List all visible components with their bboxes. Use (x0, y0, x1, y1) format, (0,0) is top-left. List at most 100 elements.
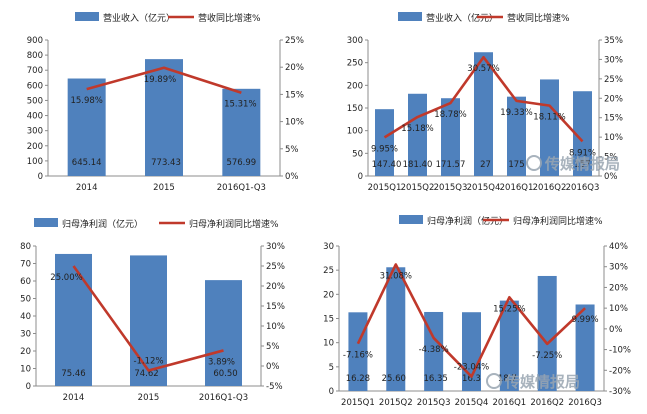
x-tick-label: 2014 (63, 393, 85, 403)
growth-line (72, 265, 224, 372)
bar-value-label: 576.99 (226, 158, 256, 168)
growth-line (86, 66, 242, 94)
y-left-tick-label: 5 (329, 363, 334, 373)
bar-value-label: 74.62 (134, 369, 158, 379)
x-tick-label: 2015 (153, 183, 175, 193)
y-right-tick-label: 25% (604, 75, 623, 85)
y-left-tick-label: 20 (20, 347, 31, 357)
legend-swatch-bar (398, 12, 422, 21)
y-right-tick-label: 5% (604, 153, 618, 163)
y-right-tick-label: 10% (604, 133, 623, 143)
y-left-tick-label: 80 (20, 242, 31, 252)
chart-panel-3: 归母净利润（亿元） 归母净利润同比增速% 0 10 20 30 40 50 60 70 80 -5% 0… (20, 218, 285, 403)
x-tick-label: 2015Q3 (434, 183, 468, 193)
growth-data-label: -4.38% (419, 345, 449, 355)
growth-data-label: 8.91% (569, 148, 596, 158)
y-left-tick-label: 0 (358, 172, 363, 182)
legend-label-line: 营收同比增速% (507, 12, 570, 24)
x-tick-label: 2015Q2 (401, 183, 435, 193)
bar (375, 109, 394, 176)
bar-value-label: 157 (574, 160, 590, 170)
growth-data-label: 9.99% (572, 315, 599, 325)
bar (575, 304, 595, 391)
y-right-tick-label: 30% (266, 242, 285, 252)
y-right-tick-label: 5% (285, 145, 299, 155)
bar (55, 253, 92, 386)
y-right-tick-label: 35% (604, 36, 623, 46)
y-right-tick-label: 10% (609, 304, 628, 314)
bar-value-label: 16.3 (462, 374, 481, 384)
x-tick-label: 2015Q1 (341, 398, 375, 408)
bar (499, 300, 519, 391)
bar (441, 98, 460, 176)
growth-data-label: 19.33% (500, 108, 532, 118)
y-right-tick-label: 20% (285, 63, 304, 73)
y-right-tick-label: 15% (266, 302, 285, 312)
y-left-tick-label: 250 (347, 59, 363, 69)
growth-data-label: 31.08% (380, 271, 412, 281)
bar-value-label: 16.35 (423, 374, 447, 384)
y-left-tick-label: 10 (20, 365, 31, 375)
x-tick-label: 2016Q2 (533, 183, 567, 193)
bar (130, 255, 167, 386)
growth-data-label: 18.11% (533, 113, 565, 123)
growth-data-label: -7.25% (532, 351, 562, 361)
bar (507, 96, 526, 176)
x-tick-label: 2016Q3 (566, 183, 600, 193)
y-left-tick-label: 0 (329, 387, 334, 397)
bar-value-label: 773.43 (151, 158, 181, 168)
x-tick-label: 2015Q3 (417, 398, 451, 408)
legend-label-bar: 营业收入（亿元） (426, 12, 498, 24)
bar (67, 78, 106, 176)
watermark: 传媒情报局 (526, 155, 620, 173)
bar (386, 267, 406, 391)
y-right-tick-label: 15% (285, 90, 304, 100)
y-left-tick-label: 900 (27, 36, 43, 46)
x-tick-label: 2016Q1 (500, 183, 534, 193)
y-left-tick-label: 30 (20, 330, 31, 340)
y-left-tick-label: 50 (352, 149, 363, 159)
y-left-tick-label: 300 (347, 36, 363, 46)
watermark-logo-icon (526, 155, 542, 171)
y-left-tick-label: 0 (38, 172, 43, 182)
y-right-tick-label: 15% (604, 114, 623, 124)
y-right-tick-label: 30% (604, 55, 623, 65)
x-tick-label: 2016Q1 (492, 398, 526, 408)
x-tick-label: 2015Q4 (467, 183, 501, 193)
y-left-tick-label: 70 (20, 260, 31, 270)
bar-value-label: 645.14 (72, 158, 102, 168)
y-left-tick-label: 0 (26, 382, 31, 392)
growth-data-label: 3.89% (208, 357, 235, 367)
bar (474, 52, 493, 176)
y-right-tick-label: 25% (285, 36, 304, 46)
y-right-tick-label: 0% (266, 362, 280, 372)
bar (540, 79, 559, 176)
chart-panel-2: 营业收入（亿元） 营收同比增速% 0 50 100 150 200 250 300 0% 5% 10%… (347, 12, 623, 193)
bar-value-label: 18.7 (498, 374, 517, 384)
y-left-tick-label: 200 (347, 81, 363, 91)
x-tick-label: 2016Q1-Q3 (199, 393, 248, 403)
bar (205, 280, 242, 386)
legend-label-bar: 归母净利润（亿元） (427, 215, 508, 227)
bar (222, 88, 261, 176)
growth-data-label: -7.16% (343, 351, 373, 361)
growth-data-label: 15.98% (70, 96, 102, 106)
y-left-tick-label: 15 (323, 315, 334, 325)
y-right-tick-label: 10% (266, 322, 285, 332)
bar (537, 275, 557, 391)
y-left-tick-label: 100 (27, 157, 43, 167)
bar (424, 311, 444, 391)
y-right-tick-label: 30% (609, 263, 628, 273)
growth-data-label: 15.18% (401, 124, 433, 134)
y-left-tick-label: 150 (347, 104, 363, 114)
growth-data-label: 15.31% (224, 100, 256, 110)
growth-line (356, 263, 586, 378)
legend-label-line: 营收同比增速% (198, 12, 261, 24)
bar-value-label: 171.57 (436, 160, 466, 170)
x-tick-label: 2014 (76, 183, 98, 193)
y-left-tick-label: 60 (20, 277, 31, 287)
legend-swatch-bar (75, 12, 99, 21)
x-tick-label: 2015Q4 (455, 398, 489, 408)
growth-data-label: -1.12% (133, 356, 163, 366)
y-left-tick-label: 700 (27, 66, 43, 76)
